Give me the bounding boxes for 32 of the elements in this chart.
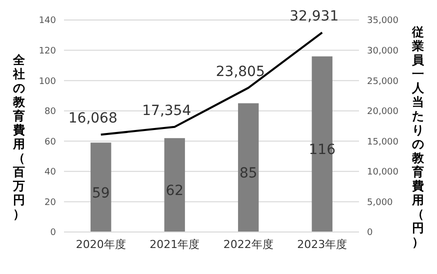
bar xyxy=(164,138,185,232)
x-tick-label: 2020年度 xyxy=(76,238,126,251)
y-tick-label: 140 xyxy=(38,16,56,26)
data-label: 17,354 xyxy=(142,102,192,119)
y-tick-label: 40 xyxy=(44,168,56,178)
x-tick-label: 2022年度 xyxy=(223,238,274,251)
y2-tick-label: 25,000 xyxy=(367,76,399,87)
y-tick-label: 0 xyxy=(50,228,56,238)
y2-tick-label: 10,000 xyxy=(367,168,399,178)
x-tick-label: 2023年度 xyxy=(297,238,348,251)
y-tick-label: 100 xyxy=(38,76,56,87)
y-tick-label: 20 xyxy=(44,198,56,208)
y2-tick-label: 30,000 xyxy=(367,46,399,56)
data-label: 59 xyxy=(92,185,110,202)
y2-tick-label: 15,000 xyxy=(367,137,399,148)
text: 従業員一人当たりの教育費用（円） xyxy=(412,25,424,249)
y-tick-label: 80 xyxy=(44,107,56,118)
y2-tick-label: 0 xyxy=(367,228,373,238)
data-label: 85 xyxy=(239,166,258,182)
bar xyxy=(90,142,112,232)
y2-tick-label: 20,000 xyxy=(367,107,399,118)
x-tick-label: 2021年度 xyxy=(150,238,200,251)
data-label: 62 xyxy=(166,183,184,200)
y2-tick-label: 5,000 xyxy=(367,198,394,208)
data-label: 32,931 xyxy=(290,8,339,25)
bar xyxy=(238,103,259,232)
data-label: 23,805 xyxy=(216,64,265,80)
y-tick-label: 60 xyxy=(44,137,56,148)
y2-tick-label: 35,000 xyxy=(367,16,399,26)
y-tick-label: 120 xyxy=(38,46,56,56)
text: 全社の教育費用（百万円） xyxy=(13,53,25,221)
data-label: 16,068 xyxy=(68,110,118,127)
